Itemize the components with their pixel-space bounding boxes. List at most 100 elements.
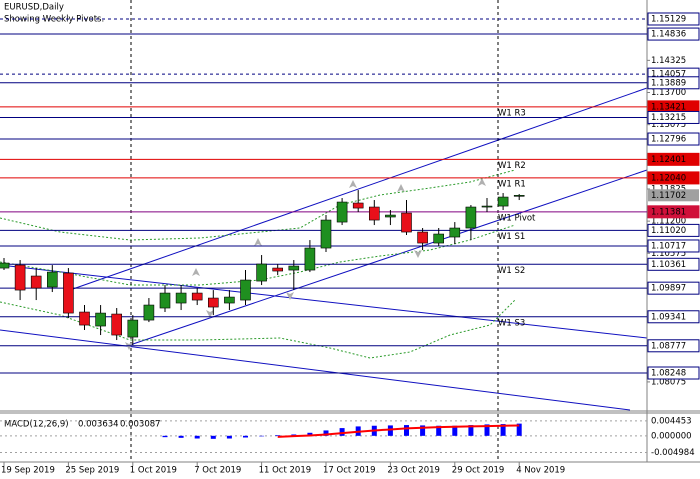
x-tick-label: 29 Oct 2019 (452, 466, 505, 476)
fractals (125, 178, 486, 350)
envelope-middle (0, 224, 516, 286)
period-separators (130, 0, 499, 462)
x-tick-label: 23 Oct 2019 (387, 466, 440, 476)
candle-body (240, 279, 251, 301)
trend-line (0, 264, 648, 339)
price-level-box (647, 223, 700, 237)
pivot-label: W1 S2 (498, 266, 525, 276)
price-level-box (647, 171, 700, 185)
price-level-box (647, 310, 700, 324)
y-tick-label: 1.14325 (651, 56, 686, 66)
macd-value: 0.003634 (78, 420, 119, 430)
y-tick-label: 1.11200 (651, 217, 686, 227)
fractal-down (286, 292, 294, 300)
fractal-up (349, 180, 357, 188)
price-level-label: 1.13215 (651, 113, 686, 123)
y-tick-label: 0.000000 (651, 431, 692, 441)
candle-body (127, 319, 139, 338)
candle-body (224, 296, 235, 304)
x-tick-label: 4 Nov 2019 (516, 466, 565, 476)
candle-body (417, 231, 428, 244)
candle-body (352, 202, 364, 209)
candle-body (481, 205, 493, 208)
candle-body (208, 297, 219, 308)
price-level-label: 1.11381 (651, 207, 686, 217)
candle-body (368, 206, 380, 221)
price-level-box (647, 27, 700, 41)
trendlines (0, 87, 648, 411)
price-level-box (647, 281, 700, 295)
macd-bar (226, 435, 232, 439)
candle-body (497, 196, 509, 207)
price-level-box (647, 239, 700, 253)
candle-body (95, 312, 106, 327)
pivot-label: W1 R3 (498, 108, 526, 118)
macd-bar (275, 435, 281, 436)
x-tick-label: 17 Oct 2019 (323, 466, 376, 476)
price-level-label: 1.13421 (651, 102, 686, 112)
pivot-label: W1 R1 (498, 179, 526, 189)
macd-bar (500, 424, 506, 436)
price-level-box (647, 366, 700, 380)
price-level-box (647, 152, 700, 166)
macd-bar (243, 435, 248, 438)
x-tick-label: 7 Oct 2019 (194, 466, 241, 476)
macd-bar (210, 435, 216, 439)
candle-body (143, 304, 155, 321)
price-level-box (647, 205, 700, 219)
last-price-label: 1.11702 (651, 191, 686, 201)
envelope-lower (0, 299, 516, 359)
candle-body (320, 219, 332, 249)
x-tick-label: 1 Oct 2019 (130, 466, 177, 476)
macd-bar (291, 434, 297, 436)
last-price-box (648, 189, 699, 202)
envelope-upper (0, 169, 516, 241)
fractal-up (397, 184, 405, 192)
candle-body (14, 264, 26, 291)
price-level-label: 1.14057 (651, 70, 686, 80)
macd-bar (178, 435, 184, 438)
x-tick-label: 11 Oct 2019 (259, 466, 312, 476)
fractal-down (206, 310, 214, 318)
candle-body (465, 206, 477, 229)
macd-bar (452, 425, 458, 436)
price-level-box (647, 110, 700, 124)
chart-title: EURUSD,Daily (4, 3, 64, 13)
fractal-up (254, 238, 262, 246)
candle-body (46, 271, 58, 288)
price-level-label: 1.15129 (651, 14, 686, 24)
price-level-label: 1.14836 (651, 30, 686, 40)
channel-line (129, 169, 648, 346)
y-tick-label: 0.004453 (651, 416, 692, 426)
candle-body (288, 265, 300, 271)
price-level-box (647, 132, 700, 146)
candle-body (272, 267, 284, 272)
price-level-label: 1.12040 (651, 173, 686, 183)
price-level-label: 1.08248 (651, 369, 686, 379)
chart-subtitle: Showing Weekly Pivots. (4, 15, 104, 25)
price-level-box (647, 257, 700, 271)
candle-body (449, 227, 461, 238)
fractal-down (414, 250, 422, 258)
candle-body (433, 233, 445, 244)
pivot-label: W1 R2 (498, 161, 526, 171)
macd-bar (194, 435, 200, 439)
candle-body (513, 195, 525, 197)
y-tick-label: 1.08075 (651, 377, 686, 387)
macd-bar (404, 425, 409, 436)
channel-line (69, 87, 648, 291)
macd-bar (339, 428, 345, 436)
y-tick-label: 1.10575 (651, 249, 686, 259)
pivot-label: W1 S3 (498, 318, 525, 328)
fractal-up (192, 268, 200, 276)
price-level-label: 1.12401 (651, 155, 686, 165)
y-tick-label: -0.004984 (651, 448, 695, 458)
price-level-box (647, 339, 700, 353)
macd-bar (516, 423, 522, 436)
candle-body (63, 272, 74, 314)
pivot-label: W1 S1 (498, 232, 525, 242)
price-level-label: 1.09341 (651, 312, 686, 322)
candle-body (385, 214, 396, 218)
